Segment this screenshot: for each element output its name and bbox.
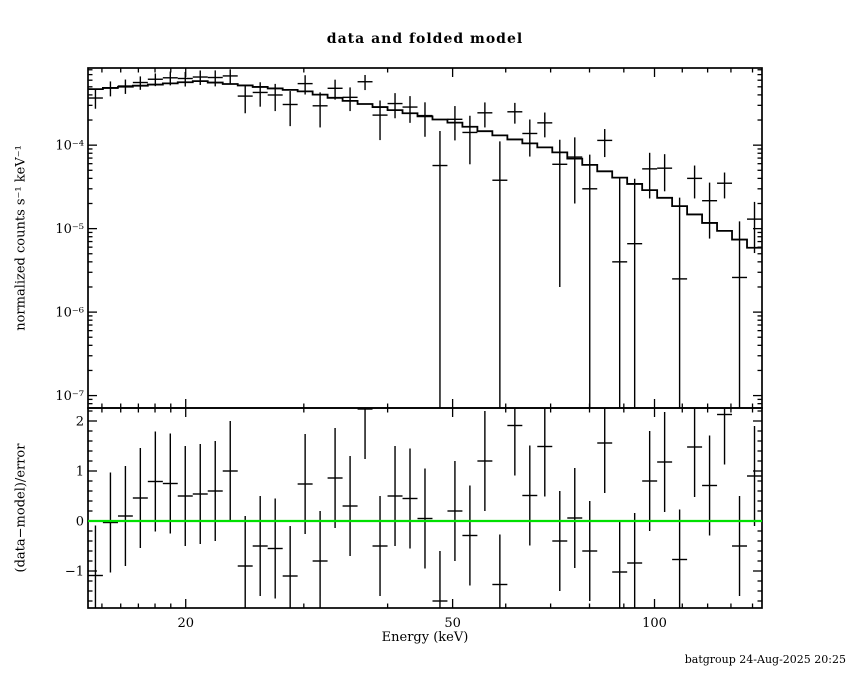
tick-label: 2 [76,415,84,430]
tick-label: −1 [65,565,84,580]
timestamp-label: batgroup 24-Aug-2025 20:25 [684,653,846,666]
x-axis-label: Energy (keV) [381,630,469,645]
y-axis-label-bottom: (data−model)/error [13,443,29,573]
tick-label: 20 [177,616,194,631]
plot-title: data and folded model [326,31,524,47]
tick-label: 0 [76,515,84,530]
residual-error-bars [88,408,762,608]
tick-labels: 20 50 100 10⁻⁴ 10⁻⁵ 10⁻⁶ 10⁻⁷ −1 0 1 2 [55,139,667,631]
tick-label: 10⁻⁵ [55,222,84,237]
tick-label: 10⁻⁴ [55,139,84,154]
tick-label: 50 [444,616,461,631]
tick-label: 1 [76,465,84,480]
y-axis-label-top: normalized counts s⁻¹ keV⁻¹ [13,145,29,331]
data-error-bars [88,69,762,408]
tick-label: 100 [642,616,667,631]
axes-frame [87,67,763,609]
tick-label: 10⁻⁶ [55,306,84,321]
tick-label: 10⁻⁷ [55,389,84,404]
